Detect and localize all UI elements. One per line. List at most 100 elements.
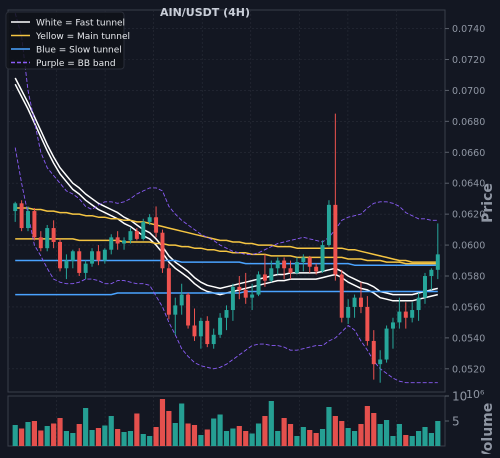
volume-bar	[403, 435, 409, 446]
candle-body	[352, 297, 357, 307]
price-tick-label: 0.0680	[452, 117, 485, 128]
series-line-1-1	[15, 238, 438, 265]
volume-bar	[179, 403, 185, 446]
series-line-2-0	[15, 259, 438, 266]
price-tick-label: 0.0620	[452, 210, 485, 221]
candle-body	[211, 334, 216, 345]
candle-body	[13, 203, 18, 212]
volume-tick-label: 5	[452, 415, 460, 429]
volume-bar	[211, 418, 217, 446]
candle-body	[262, 274, 267, 281]
volume-bar	[351, 431, 358, 446]
candle-body	[294, 262, 299, 273]
volume-bar	[396, 424, 402, 446]
price-tick-label: 0.0580	[452, 272, 485, 283]
volume-bar	[281, 418, 287, 446]
candle-body	[326, 204, 331, 246]
volume-bar	[255, 423, 262, 446]
volume-bar	[409, 436, 415, 446]
candles-layer	[13, 113, 440, 383]
candle-body	[90, 251, 95, 264]
candle-body	[32, 211, 37, 238]
volume-bar	[140, 434, 146, 446]
candle-body	[384, 328, 389, 360]
candle-body	[205, 320, 210, 345]
candle-body	[429, 269, 434, 277]
volume-bar	[63, 431, 70, 446]
candle-body	[192, 325, 197, 337]
legend: White = Fast tunnel Yellow = Main tunnel B…	[5, 11, 130, 70]
candle-body	[45, 228, 50, 249]
volume-bar	[383, 420, 390, 446]
volume-bar	[435, 421, 441, 446]
chart-title: AIN/USDT (4H)	[160, 6, 250, 19]
candle-body	[320, 245, 325, 272]
volume-bar	[12, 425, 18, 446]
candle-body	[70, 251, 75, 261]
candle-body	[256, 274, 261, 295]
volume-axis-unit: 10⁶	[466, 388, 485, 401]
candle-body	[19, 203, 24, 229]
candle-body	[403, 311, 408, 318]
indicator-lines-layer	[14, 12, 438, 384]
candle-body	[122, 240, 127, 244]
volume-bar	[287, 424, 294, 446]
series-line-3-1	[14, 147, 438, 384]
legend-label: Purple = BB band	[36, 59, 116, 69]
legend-label: Yellow = Main tunnel	[35, 32, 130, 42]
volume-bar	[236, 426, 242, 446]
candle-body	[314, 266, 319, 272]
price-tick-label: 0.0640	[452, 179, 485, 190]
candle-body	[141, 221, 146, 239]
candle-body	[282, 260, 287, 269]
candle-body	[250, 294, 255, 298]
candle-body	[179, 294, 184, 306]
volume-bar	[172, 423, 178, 446]
volume-bar	[121, 432, 127, 446]
volume-bar	[76, 424, 82, 446]
volume-bar	[294, 436, 300, 446]
candle-body	[301, 257, 306, 263]
candle-body	[378, 359, 383, 365]
volume-bar	[345, 428, 351, 446]
volume-bar	[268, 401, 274, 446]
candle-body	[397, 311, 402, 323]
volume-bar	[243, 431, 249, 446]
volume-bar	[262, 416, 268, 446]
volume-bar	[416, 431, 422, 446]
volume-bar	[319, 429, 326, 446]
volume-bar	[428, 433, 434, 446]
volume-tick-label: 10	[452, 390, 467, 404]
volume-bar	[38, 430, 44, 446]
candle-body	[186, 294, 191, 326]
volume-bar	[127, 431, 134, 446]
candle-body	[166, 268, 171, 315]
volume-bar	[307, 430, 313, 446]
volume-bar	[83, 408, 89, 446]
candle-body	[115, 237, 120, 244]
price-tick-label: 0.0540	[452, 333, 485, 344]
volume-bar	[108, 416, 114, 446]
candle-body	[173, 305, 178, 315]
series-line-3-0	[14, 12, 438, 255]
candle-body	[390, 322, 395, 329]
price-tick-label: 0.0520	[452, 364, 485, 375]
price-axis-label: Price	[480, 183, 496, 223]
volume-bar	[147, 436, 153, 446]
volume-bar	[89, 430, 95, 446]
volume-bar	[217, 414, 223, 446]
grid-layer	[7, 9, 446, 447]
candle-body	[198, 320, 203, 337]
volume-bar	[249, 433, 255, 446]
volume-bar	[364, 406, 370, 446]
volume-axis-label: Volume	[480, 403, 496, 454]
volume-layer	[12, 399, 441, 446]
candle-body	[154, 217, 159, 233]
candle-body	[128, 231, 133, 241]
volume-bar	[230, 428, 236, 446]
candle-body	[365, 306, 370, 341]
volume-bar	[70, 433, 76, 446]
candle-body	[134, 231, 139, 239]
